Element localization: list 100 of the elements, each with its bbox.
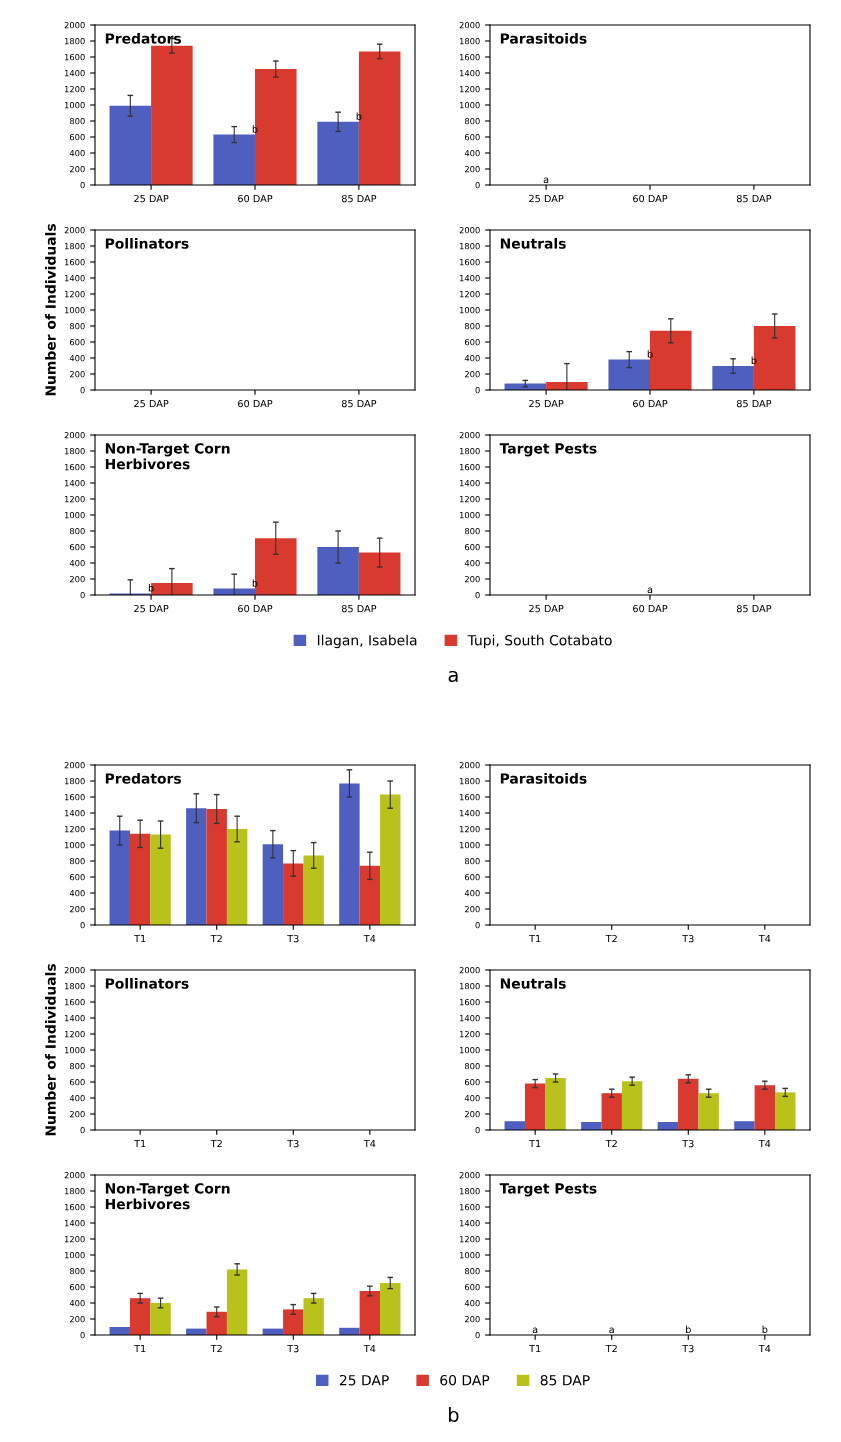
x-tick-label: 85 DAP bbox=[736, 194, 772, 203]
y-tick-label: 200 bbox=[69, 905, 85, 913]
text: b bbox=[448, 1407, 459, 1423]
legend-label: Ilagan, Isabela bbox=[317, 634, 417, 649]
y-tick-label: 1400 bbox=[64, 809, 85, 817]
x-tick-label: T2 bbox=[605, 934, 617, 943]
y-tick-label: 400 bbox=[69, 149, 85, 157]
y-tick-label: 800 bbox=[464, 1267, 480, 1275]
y-tick-label: 1000 bbox=[459, 1251, 480, 1259]
y-tick-label: 2000 bbox=[64, 431, 85, 439]
y-tick-label: 1400 bbox=[459, 479, 480, 487]
y-tick-label: 0 bbox=[475, 1331, 480, 1339]
x-tick-label: 25 DAP bbox=[134, 399, 169, 408]
x-tick-label: 85 DAP bbox=[341, 194, 377, 203]
y-tick-label: 1800 bbox=[64, 982, 85, 990]
y-tick-label: 1600 bbox=[459, 1203, 480, 1211]
y-tick-label: 400 bbox=[69, 1299, 85, 1307]
y-tick-label: 600 bbox=[464, 1078, 480, 1086]
y-tick-label: 1000 bbox=[64, 511, 85, 519]
y-tick-label: 800 bbox=[464, 527, 480, 535]
y-tick-label: 1200 bbox=[459, 1235, 480, 1243]
x-tick-label: 25 DAP bbox=[529, 399, 564, 408]
y-tick-label: 800 bbox=[464, 857, 480, 865]
y-tick-label: 0 bbox=[80, 1331, 85, 1339]
y-tick-label: 800 bbox=[69, 527, 85, 535]
y-tick-label: 1200 bbox=[459, 825, 480, 833]
y-tick-label: 1600 bbox=[459, 793, 480, 801]
annotation: b bbox=[751, 356, 757, 365]
annotation: a bbox=[609, 1327, 614, 1334]
y-tick-label: 0 bbox=[475, 591, 480, 599]
y-tick-label: 1200 bbox=[64, 1235, 85, 1243]
x-tick-label: T2 bbox=[210, 1344, 222, 1353]
y-tick-label: 600 bbox=[69, 338, 85, 346]
x-tick-label: T3 bbox=[287, 934, 299, 943]
y-tick-label: 400 bbox=[464, 889, 480, 897]
y-tick-label: 0 bbox=[80, 181, 85, 189]
y-tick-label: 1200 bbox=[64, 495, 85, 503]
x-tick-label: T2 bbox=[605, 1344, 617, 1353]
x-tick-label: 60 DAP bbox=[238, 194, 273, 203]
x-tick-label: T3 bbox=[287, 1344, 299, 1353]
x-tick-label: T4 bbox=[363, 935, 376, 943]
y-tick-label: 1000 bbox=[459, 101, 480, 109]
y-tick-label: 1800 bbox=[64, 777, 85, 785]
y-tick-label: 1200 bbox=[459, 85, 480, 93]
x-tick-label: T2 bbox=[605, 1139, 617, 1148]
x-tick-label: 60 DAP bbox=[633, 399, 668, 408]
y-tick-label: 1400 bbox=[64, 479, 85, 487]
y-tick-label: 1800 bbox=[459, 447, 480, 455]
x-tick-label: T1 bbox=[529, 935, 541, 943]
y-tick-label: 1600 bbox=[64, 258, 85, 266]
y-tick-label: 1000 bbox=[64, 841, 85, 849]
y-tick-label: 1200 bbox=[64, 290, 85, 298]
y-tick-label: 2000 bbox=[64, 226, 85, 234]
chart-title: Parasitoids bbox=[500, 773, 587, 784]
annotation: a bbox=[647, 587, 653, 594]
y-tick-label: 0 bbox=[80, 1126, 85, 1134]
y-tick-label: 2000 bbox=[64, 1171, 85, 1179]
x-tick-label: 25 DAP bbox=[529, 604, 564, 613]
y-tick-label: 600 bbox=[464, 338, 480, 346]
y-tick-label: 1000 bbox=[64, 1046, 85, 1054]
chart-title: Pollinators bbox=[105, 238, 189, 249]
x-tick-label: T1 bbox=[529, 1140, 541, 1148]
x-tick-label: T3 bbox=[682, 934, 694, 943]
y-tick-label: 0 bbox=[80, 386, 85, 394]
y-tick-label: 0 bbox=[80, 591, 85, 599]
x-tick-label: T3 bbox=[682, 1139, 694, 1148]
y-tick-label: 200 bbox=[69, 165, 85, 173]
y-tick-label: 800 bbox=[464, 1062, 480, 1070]
y-tick-label: 2000 bbox=[64, 966, 85, 974]
x-tick-label: 60 DAP bbox=[238, 399, 273, 408]
y-tick-label: 1800 bbox=[459, 777, 480, 785]
y-tick-label: 800 bbox=[69, 117, 85, 125]
y-tick-label: 1200 bbox=[459, 290, 480, 298]
annotation: b bbox=[148, 583, 154, 592]
y-tick-label: 2000 bbox=[459, 21, 480, 29]
x-tick-label: 85 DAP bbox=[736, 604, 772, 613]
y-tick-label: 800 bbox=[464, 117, 480, 125]
x-tick-label: T1 bbox=[134, 1140, 146, 1148]
x-tick-label: 25 DAP bbox=[134, 194, 169, 203]
y-tick-label: 800 bbox=[69, 857, 85, 865]
y-tick-label: 2000 bbox=[459, 226, 480, 234]
x-tick-label: 85 DAP bbox=[341, 604, 377, 613]
y-tick-label: 1800 bbox=[64, 242, 85, 250]
y-tick-label: 400 bbox=[464, 149, 480, 157]
y-tick-label: 1200 bbox=[64, 1030, 85, 1038]
x-tick-label: T4 bbox=[363, 1345, 376, 1353]
y-tick-label: 600 bbox=[464, 133, 480, 141]
y-tick-label: 1000 bbox=[459, 1046, 480, 1054]
y-tick-label: 400 bbox=[69, 559, 85, 567]
y-tick-label: 1600 bbox=[459, 258, 480, 266]
y-tick-label: 1600 bbox=[64, 793, 85, 801]
y-tick-label: 1000 bbox=[64, 306, 85, 314]
y-tick-label: 1800 bbox=[459, 982, 480, 990]
y-tick-label: 400 bbox=[464, 559, 480, 567]
annotation: b bbox=[252, 125, 258, 133]
y-tick-label: 1200 bbox=[64, 825, 85, 833]
y-tick-label: 1600 bbox=[64, 463, 85, 471]
x-tick-label: 25 DAP bbox=[134, 604, 169, 613]
y-tick-label: 1600 bbox=[459, 53, 480, 61]
legend-label: 25 DAP bbox=[339, 1374, 389, 1386]
